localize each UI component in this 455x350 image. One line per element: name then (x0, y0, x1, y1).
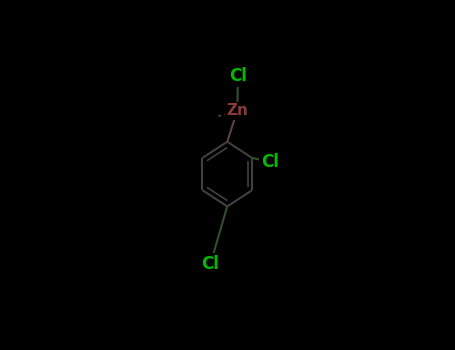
Text: Cl: Cl (262, 153, 279, 171)
Text: Zn: Zn (226, 103, 248, 118)
Text: Cl: Cl (262, 153, 279, 171)
Text: Cl: Cl (229, 67, 247, 85)
Text: Zn: Zn (226, 103, 248, 118)
Text: Cl: Cl (202, 256, 219, 273)
Text: Cl: Cl (229, 67, 247, 85)
Text: Cl: Cl (202, 256, 219, 273)
